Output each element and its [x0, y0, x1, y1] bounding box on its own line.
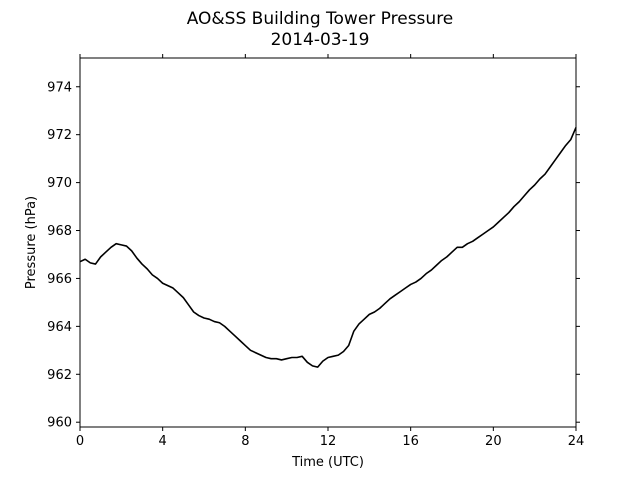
- x-tick-label: 24: [568, 434, 585, 449]
- pressure-series-line: [79, 127, 577, 368]
- y-tick-label: 974: [47, 80, 72, 95]
- chart-title: AO&SS Building Tower Pressure: [187, 9, 454, 29]
- x-tick-label: 20: [485, 434, 502, 449]
- y-axis-label: Pressure (hPa): [24, 196, 39, 289]
- y-tick-label: 964: [47, 320, 72, 335]
- x-tick-label: 12: [320, 434, 337, 449]
- x-axis-label: Time (UTC): [291, 455, 364, 470]
- y-tick-label: 968: [47, 224, 72, 239]
- y-tick-label: 966: [47, 272, 72, 287]
- x-tick-label: 4: [159, 434, 167, 449]
- chart-subtitle: 2014-03-19: [271, 30, 370, 50]
- y-tick-label: 970: [47, 176, 72, 191]
- x-tick-label: 0: [76, 434, 84, 449]
- y-tick-label: 972: [47, 128, 72, 143]
- y-tick-label: 960: [47, 416, 72, 431]
- plot-frame: [79, 57, 577, 428]
- series-layer: [79, 127, 577, 368]
- y-tick-label: 962: [47, 368, 72, 383]
- x-tick-label: 16: [402, 434, 419, 449]
- x-tick-label: 8: [241, 434, 249, 449]
- axis-ticks: 0 4 8 12 16 20 24 960 962 964 966 968 970 972 974: [47, 54, 584, 449]
